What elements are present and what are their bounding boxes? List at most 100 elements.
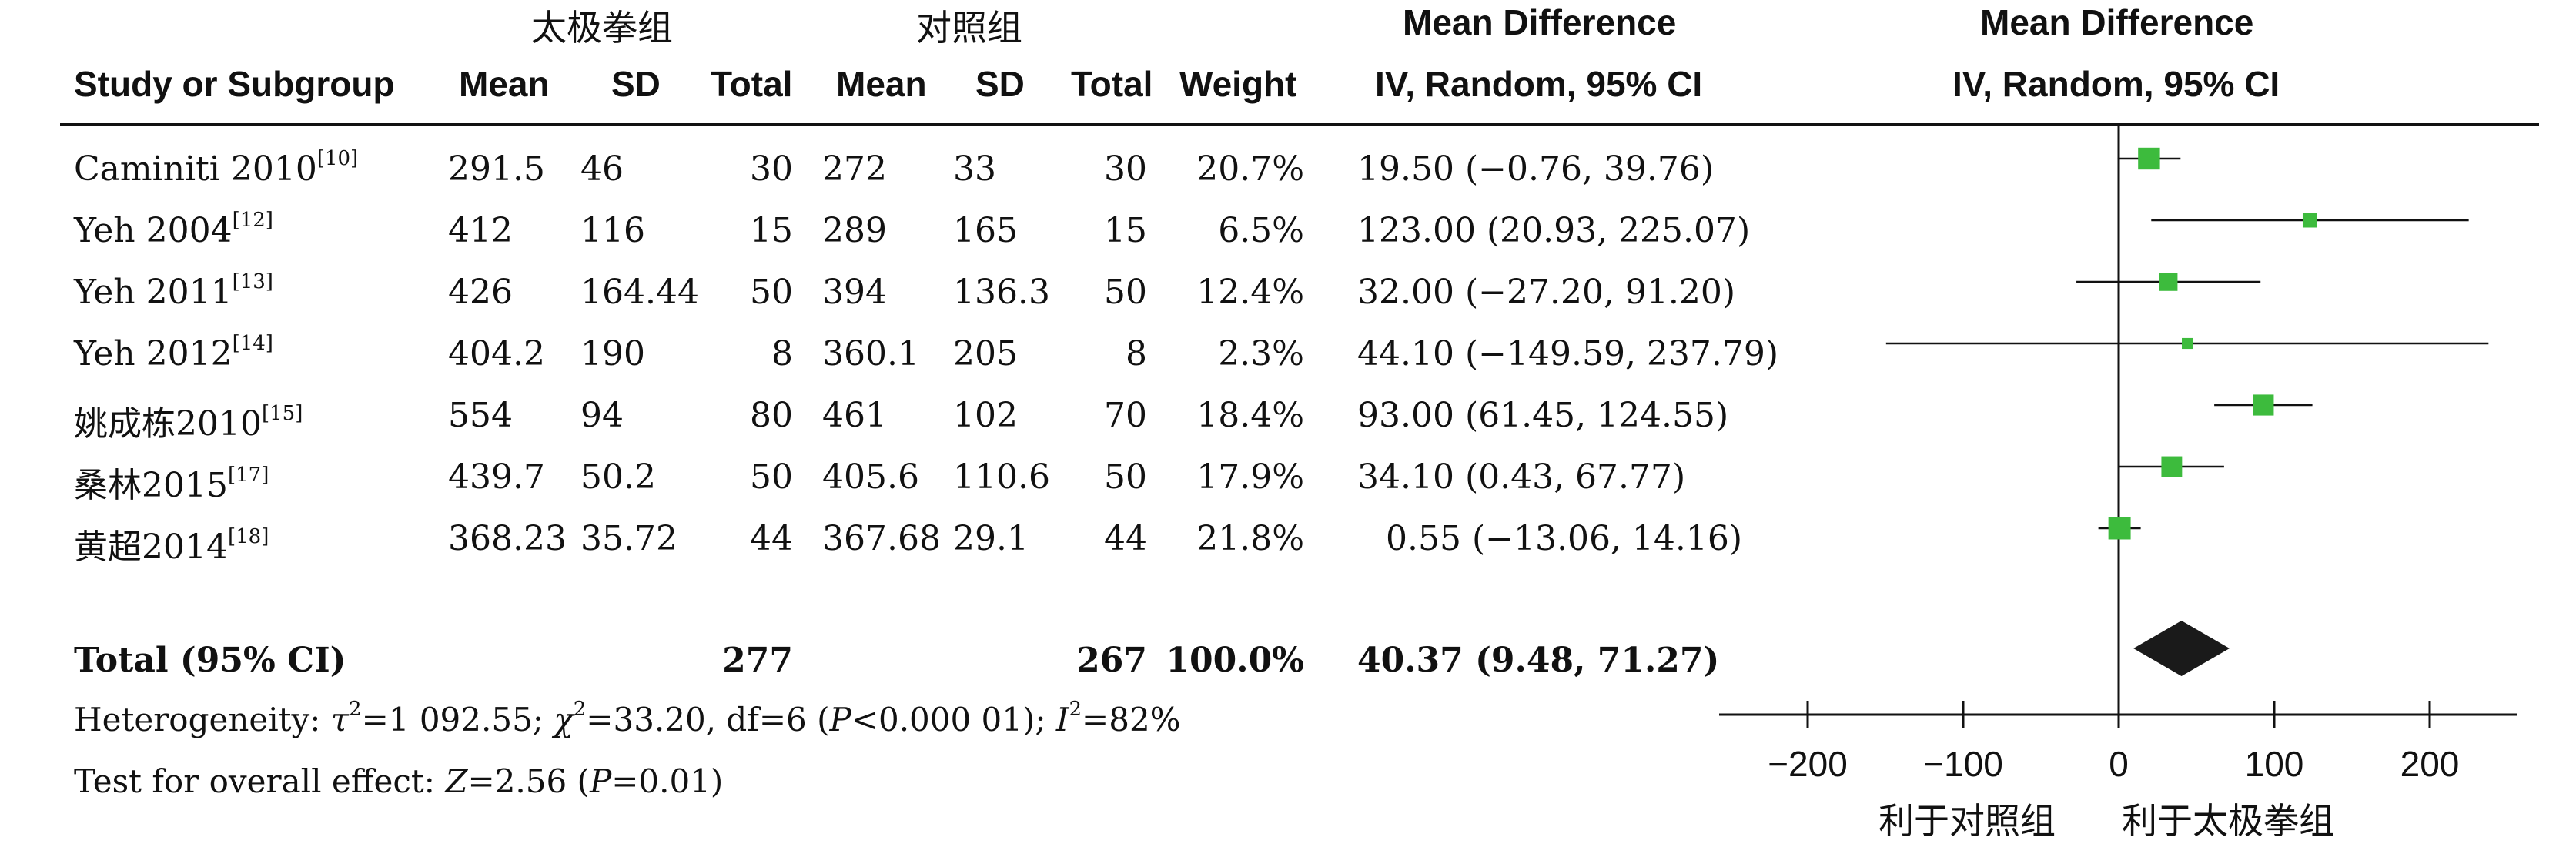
sd-control-cell: 136.3 (953, 273, 1050, 312)
study-reference: [10] (316, 147, 359, 170)
group-header-control: 对照组 (916, 7, 1022, 49)
study-name: 姚成栋2010 (74, 404, 262, 444)
col-mean-control-header: Mean (836, 64, 927, 104)
mean-control-cell: 360.1 (822, 334, 919, 373)
total-control-cell: 15 (1104, 211, 1147, 250)
total-control-cell: 50 (1104, 273, 1147, 312)
overall-effect-text: Test for overall effect: Z=2.56 (P=0.01) (74, 762, 724, 800)
study-name: Caminiti 2010 (74, 149, 317, 189)
mean-treatment-cell: 404.2 (448, 334, 545, 373)
study-ci-cell: 44.10 (−149.59, 237.79) (1357, 334, 1779, 373)
study-effect-box (2138, 147, 2160, 170)
study-ci-cell: 123.00 (20.93, 225.07) (1357, 211, 1751, 250)
total-treatment-n: 277 (722, 641, 793, 680)
total-control-cell: 44 (1104, 519, 1147, 558)
study-name: 桑林2015 (74, 466, 228, 505)
sd-control-cell: 110.6 (953, 457, 1050, 497)
favours-treatment-label: 利于太极拳组 (2122, 800, 2334, 842)
favours-control-label: 利于对照组 (1878, 800, 2056, 842)
study-reference: [12] (232, 209, 273, 232)
sd-control-cell: 29.1 (953, 519, 1029, 558)
sd-control-cell: 165 (953, 211, 1018, 250)
pooled-effect-diamond (2133, 621, 2230, 676)
group-header-treatment: 太极拳组 (531, 7, 673, 49)
mean-control-cell: 405.6 (822, 457, 919, 497)
sd-treatment-cell: 46 (580, 149, 624, 189)
weight-cell: 18.4% (1196, 396, 1304, 435)
mean-control-cell: 394 (822, 273, 887, 312)
sd-treatment-cell: 164.44 (580, 273, 699, 312)
mean-treatment-cell: 368.23 (448, 519, 567, 558)
weight-cell: 20.7% (1196, 149, 1304, 189)
plot-method-header: IV, Random, 95% CI (1952, 64, 2280, 104)
total-control-cell: 30 (1104, 149, 1147, 189)
study-name-cell: Yeh 2004[12] (74, 209, 273, 250)
total-treatment-cell: 80 (750, 396, 793, 435)
weight-cell: 21.8% (1196, 519, 1304, 558)
total-treatment-cell: 8 (771, 334, 793, 373)
study-name-cell: 桑林2015[17] (74, 457, 269, 507)
total-weight: 100.0% (1166, 641, 1304, 680)
mean-control-cell: 367.68 (822, 519, 941, 558)
col-sd-control-header: SD (975, 64, 1025, 104)
sd-treatment-cell: 116 (580, 211, 645, 250)
weight-cell: 12.4% (1196, 273, 1304, 312)
study-reference: [17] (227, 464, 269, 487)
sd-treatment-cell: 190 (580, 334, 645, 373)
x-tick-label: 200 (2400, 744, 2460, 784)
sd-control-cell: 33 (953, 149, 996, 189)
study-effect-box (2159, 273, 2178, 291)
mean-treatment-cell: 412 (448, 211, 513, 250)
x-tick-label: −200 (1768, 744, 1848, 784)
study-ci-cell: 34.10 (0.43, 67.77) (1357, 457, 1686, 497)
total-control-cell: 8 (1126, 334, 1147, 373)
weight-cell: 2.3% (1218, 334, 1304, 373)
md-column-title: Mean Difference (1403, 2, 1677, 42)
sd-control-cell: 102 (953, 396, 1018, 435)
study-effect-box (2302, 213, 2317, 228)
sd-treatment-cell: 94 (580, 396, 624, 435)
total-ci: 40.37 (9.48, 71.27) (1357, 641, 1720, 680)
study-ci-cell: 19.50 (−0.76, 39.76) (1357, 149, 1715, 189)
total-control-n: 267 (1076, 641, 1147, 680)
study-ci-cell: 32.00 (−27.20, 91.20) (1357, 273, 1736, 312)
total-treatment-cell: 44 (750, 519, 793, 558)
heterogeneity-text: Heterogeneity: τ2=1 092.55; χ2=33.20, df… (74, 698, 1181, 738)
total-treatment-cell: 50 (750, 457, 793, 497)
study-name: 黄超2014 (74, 528, 228, 567)
study-effect-box (2182, 337, 2193, 350)
weight-cell: 6.5% (1218, 211, 1304, 250)
study-name-cell: 姚成栋2010[15] (74, 396, 303, 445)
study-reference: [13] (232, 270, 273, 293)
x-tick-label: 0 (2109, 744, 2129, 784)
total-label: Total (95% CI) (74, 641, 346, 680)
total-control-cell: 70 (1104, 396, 1147, 435)
study-reference: [15] (261, 402, 303, 425)
mean-control-cell: 289 (822, 211, 887, 250)
study-effect-box (2253, 394, 2274, 416)
total-treatment-cell: 50 (750, 273, 793, 312)
study-ci-cell: 93.00 (61.45, 124.55) (1357, 396, 1729, 435)
mean-control-cell: 272 (822, 149, 887, 189)
plot-column-title: Mean Difference (1980, 2, 2254, 42)
study-name: Yeh 2004 (74, 211, 233, 250)
mean-treatment-cell: 439.7 (448, 457, 545, 497)
sd-treatment-cell: 35.72 (580, 519, 677, 558)
mean-treatment-cell: 554 (448, 396, 513, 435)
x-tick-label: 100 (2245, 744, 2304, 784)
weight-cell: 17.9% (1196, 457, 1304, 497)
study-name-cell: Caminiti 2010[10] (74, 149, 358, 189)
sd-control-cell: 205 (953, 334, 1018, 373)
mean-treatment-cell: 291.5 (448, 149, 545, 189)
study-effect-box (2108, 517, 2131, 540)
mean-treatment-cell: 426 (448, 273, 513, 312)
study-name-cell: 黄超2014[18] (74, 519, 269, 568)
study-reference: [18] (227, 525, 269, 548)
md-method-header: IV, Random, 95% CI (1375, 64, 1703, 104)
study-reference: [14] (232, 332, 273, 355)
study-name-cell: Yeh 2012[14] (74, 332, 273, 373)
col-study-header: Study or Subgroup (74, 64, 395, 104)
col-mean-treatment-header: Mean (459, 64, 550, 104)
total-control-cell: 50 (1104, 457, 1147, 497)
